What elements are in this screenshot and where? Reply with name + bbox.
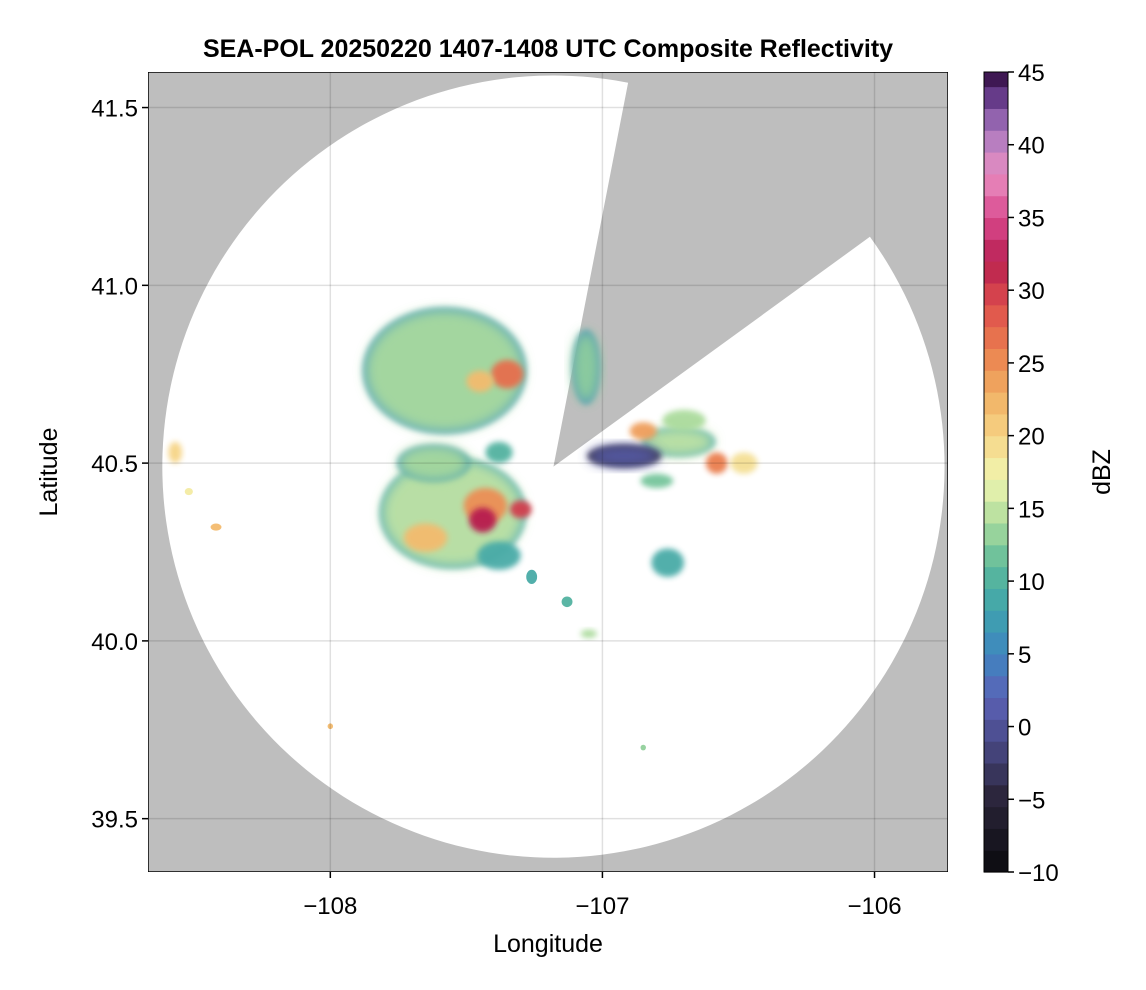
x-tick-label: −107 <box>575 893 629 920</box>
colorbar-bin <box>984 850 1008 873</box>
colorbar-bin <box>984 72 1008 88</box>
echo-cell <box>662 409 706 432</box>
y-tick-label: 40.5 <box>91 451 138 478</box>
y-tick-label: 40.0 <box>91 629 138 656</box>
echo-cell <box>640 744 646 751</box>
colorbar-bin <box>984 762 1008 786</box>
colorbar-tick-label: −5 <box>1018 787 1045 814</box>
colorbar-tick-label: 30 <box>1018 278 1045 305</box>
x-tick-label: −108 <box>303 893 357 920</box>
echo-cell <box>651 548 685 577</box>
y-axis-ticks: 39.5 40.0 40.5 41.0 41.5 <box>91 96 148 834</box>
colorbar-bin <box>984 588 1008 611</box>
colorbar-bin <box>984 239 1008 262</box>
colorbar-bin <box>984 392 1008 415</box>
colorbar-bin <box>984 806 1008 829</box>
colorbar-bin <box>984 653 1008 677</box>
colorbar-bin <box>984 152 1008 175</box>
colorbar-bin <box>984 348 1008 371</box>
colorbar-ticks: −10 −5 0 5 10 15 20 25 30 35 40 45 <box>1008 60 1059 887</box>
echo-cell <box>469 507 497 533</box>
echo-cell <box>365 310 524 432</box>
colorbar-bin <box>984 501 1008 524</box>
echo-cell <box>643 427 714 456</box>
colorbar-tick-label: 45 <box>1018 60 1045 87</box>
colorbar-bin <box>984 566 1008 589</box>
colorbar-bin <box>984 130 1008 153</box>
colorbar-bin <box>984 522 1008 546</box>
echo-cell <box>588 445 660 467</box>
echo-cell <box>403 523 448 552</box>
echo-cell <box>168 441 183 464</box>
colorbar-label: dBZ <box>1088 449 1116 495</box>
colorbar-bin <box>984 784 1008 808</box>
echo-cells <box>168 307 758 751</box>
colorbar-bin <box>984 326 1008 349</box>
echo-cell <box>327 723 334 730</box>
colorbar-bin <box>984 544 1008 568</box>
colorbar-bin <box>984 457 1008 480</box>
echo-cell <box>730 452 758 474</box>
colorbar-bin <box>984 741 1008 764</box>
colorbar-bin <box>984 479 1008 502</box>
colorbar-bin <box>984 828 1008 851</box>
colorbar-bin <box>984 435 1008 459</box>
echo-cell <box>210 523 222 531</box>
colorbar-bin <box>984 195 1008 219</box>
echo-cell <box>640 473 674 488</box>
echo-cell <box>485 441 513 464</box>
colorbar-tick-label: 25 <box>1018 351 1045 378</box>
colorbar-tick-label: 20 <box>1018 424 1045 451</box>
colorbar-tick-label: 40 <box>1018 133 1045 160</box>
colorbar-bin <box>984 632 1008 655</box>
colorbar-bin <box>984 370 1008 393</box>
colorbar-tick-label: 10 <box>1018 569 1045 596</box>
colorbar <box>983 71 1009 873</box>
echo-cell <box>561 596 573 608</box>
colorbar-bin <box>984 173 1008 197</box>
colorbar-bin <box>984 610 1008 633</box>
colorbar-bin <box>984 86 1008 109</box>
colorbar-bin <box>984 217 1008 240</box>
plot-area <box>148 72 948 872</box>
echo-cell <box>477 541 521 570</box>
colorbar-tick-label: 5 <box>1018 642 1031 669</box>
colorbar-bin <box>984 413 1008 437</box>
colorbar-frame <box>983 71 1009 873</box>
colorbar-bin <box>984 675 1008 699</box>
y-tick-label: 41.0 <box>91 273 138 300</box>
x-tick-label: −106 <box>847 893 901 920</box>
colorbar-bin <box>984 108 1008 131</box>
echo-cell <box>398 445 470 481</box>
echo-cell <box>509 500 532 519</box>
colorbar-tick-label: 15 <box>1018 496 1045 523</box>
echo-cell <box>705 452 728 474</box>
echo-cell <box>580 629 597 639</box>
echo-cell <box>572 331 600 403</box>
radar-coverage-area <box>162 75 945 858</box>
colorbar-bin <box>984 261 1008 284</box>
echo-cell <box>629 422 657 440</box>
colorbar-bin <box>984 697 1008 720</box>
colorbar-tick-label: 0 <box>1018 715 1031 742</box>
grid-lines <box>148 72 948 872</box>
echo-cell <box>490 360 524 389</box>
colorbar-bin <box>984 282 1008 306</box>
echo-cell <box>526 569 538 585</box>
colorbar-tick-label: −10 <box>1018 860 1059 887</box>
x-axis-label: Longitude <box>493 930 603 958</box>
x-axis-ticks: −108 −107 −106 <box>303 872 902 920</box>
colorbar-bin <box>984 304 1008 328</box>
chart-title: SEA-POL 20250220 1407-1408 UTC Composite… <box>203 35 893 63</box>
echo-cell <box>466 370 494 393</box>
colorbar-tick-label: 35 <box>1018 205 1045 232</box>
y-tick-label: 41.5 <box>91 96 138 123</box>
echo-cell <box>184 488 193 496</box>
colorbar-bin <box>984 719 1008 742</box>
y-tick-label: 39.5 <box>91 807 138 834</box>
y-axis-label: Latitude <box>35 428 63 517</box>
